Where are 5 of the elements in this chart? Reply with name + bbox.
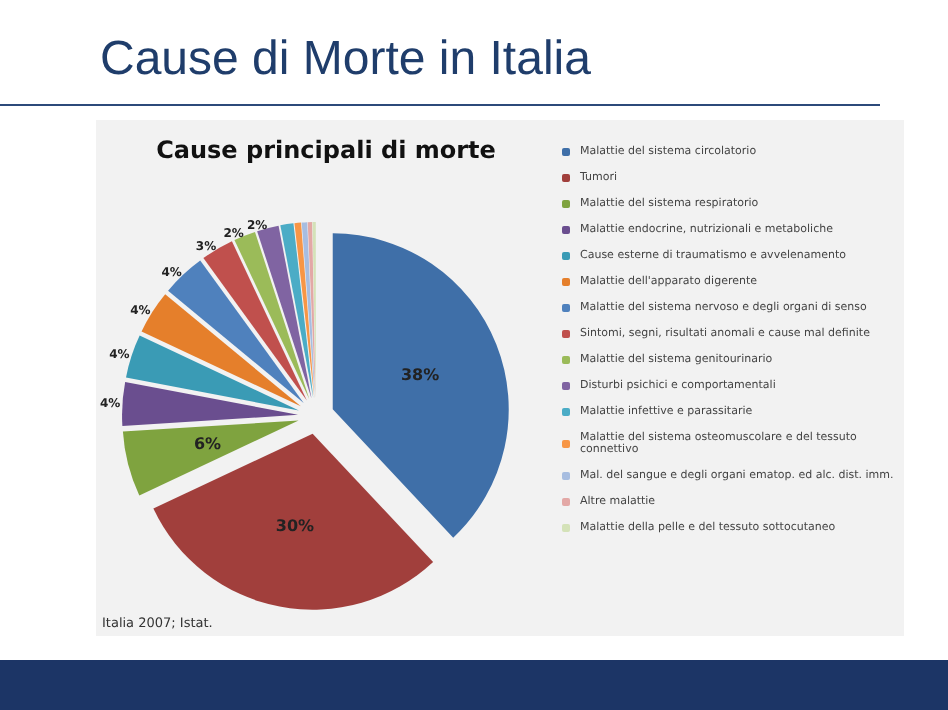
chart-subtitle: Cause principali di morte — [156, 136, 496, 164]
data-label: 38% — [400, 365, 440, 384]
data-label: 30% — [275, 517, 315, 536]
data-label: 6% — [193, 434, 222, 453]
chart-title: Cause di Morte in Italia — [100, 32, 591, 88]
